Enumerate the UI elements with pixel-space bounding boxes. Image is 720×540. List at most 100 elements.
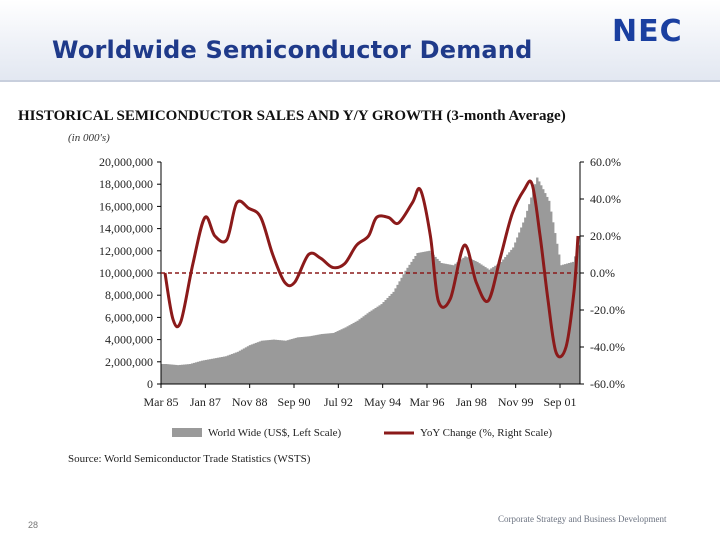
sales-bar [494,265,497,384]
sales-bar [350,324,353,384]
sales-bar [362,316,365,384]
sales-bar [314,335,317,384]
sales-bar [328,333,331,384]
x-axis-tick-label: Mar 96 [410,395,445,409]
sales-bar [206,359,210,384]
sales-bar [238,350,242,384]
sales-bar [214,358,218,384]
sales-bar [356,320,359,384]
sales-bar [530,197,533,384]
sales-bar [490,268,493,384]
page-number: 28 [28,520,39,530]
sales-bar [502,259,505,384]
sales-bar [540,185,543,384]
sales-bar [240,349,244,384]
sales-bar [210,358,214,384]
sales-bar [284,340,288,384]
sales-bar [360,317,363,384]
left-axis-unit-note: (in 000's) [68,132,110,144]
sales-bar [252,343,256,384]
right-axis-tick-label: -40.0% [590,340,625,354]
slide-header [0,0,720,82]
sales-bar [304,336,308,384]
sales-bar [174,364,178,384]
sales-bar [402,274,405,384]
sales-bar [478,263,481,384]
bar-series-group [161,177,581,384]
sales-bar [358,319,361,384]
sales-bar [376,306,379,384]
left-axis-tick-label: 20,000,000 [99,155,153,169]
nec-logo: NEC [612,14,683,49]
sales-bar [420,252,423,384]
sales-bar [192,362,196,384]
sales-bar [316,334,319,384]
axes-group: 0 2,000,000 4,000,000 6,000,000 8,000,000 10,… [99,155,625,409]
sales-bar [370,310,373,384]
sales-bar [508,252,511,384]
legend: World Wide (US$, Left Scale) YoY Change (… [172,427,552,439]
sales-bar [196,361,200,384]
sales-bar [396,284,399,384]
sales-bar [346,326,349,384]
x-axis-tick-label: Mar 85 [144,395,179,409]
x-axis-tick-label: Jan 98 [456,395,487,409]
sales-bar [458,260,461,384]
sales-bar [280,340,284,384]
sales-bar [430,252,433,384]
sales-bar [520,227,523,384]
sales-bar [306,336,309,384]
sales-bar [288,339,292,384]
sales-bar [536,177,539,384]
left-axis-tick-label: 8,000,000 [105,288,153,302]
sales-bar [318,334,321,384]
sales-bar [468,258,471,384]
sales-bar [472,260,475,384]
x-axis-tick-label: May 94 [364,395,401,409]
sales-bar [554,233,557,384]
sales-bar [354,321,357,384]
sales-bar [322,333,325,384]
sales-bar [342,328,345,384]
sales-bar [428,250,431,384]
sales-bar [406,267,409,384]
sales-bar [298,337,302,384]
sales-bar [408,264,411,384]
sales-bar [308,336,311,384]
right-axis-tick-label: -60.0% [590,377,625,391]
sales-bar [202,360,206,384]
sales-bar [372,309,375,384]
sales-bar [332,332,335,384]
sales-bar [294,337,298,384]
sales-bar [454,263,457,384]
x-axis-tick-label: Jan 87 [190,395,221,409]
sales-bar [168,364,172,384]
x-axis-tick-label: Jul 92 [324,395,353,409]
right-axis-tick-label: -20.0% [590,303,625,317]
right-axis-tick-label: 40.0% [590,192,621,206]
sales-bar [440,263,443,384]
left-axis-tick-label: 4,000,000 [105,333,153,347]
sales-bar [486,268,489,384]
sales-bar [194,362,198,384]
sales-bar [416,253,419,384]
sales-bar [518,232,521,384]
sales-bar [364,314,367,384]
x-axis-tick-label: Sep 01 [544,395,577,409]
sales-bar [456,262,459,384]
legend-label-sales: World Wide (US$, Left Scale) [208,427,342,439]
chart-title: HISTORICAL SEMICONDUCTOR SALES AND Y/Y G… [18,108,566,124]
sales-bar [524,217,527,384]
sales-bar [266,340,270,384]
sales-bar [418,252,421,384]
footer-department: Corporate Strategy and Business Developm… [498,514,667,524]
sales-bar [254,342,258,384]
sales-bar [270,339,274,384]
sales-bar [344,327,347,384]
header-rule [0,80,720,82]
sales-bar [166,364,170,384]
sales-bar [398,281,401,384]
sales-bar [534,184,537,384]
sales-bar [320,334,323,384]
sales-bar [476,261,479,384]
